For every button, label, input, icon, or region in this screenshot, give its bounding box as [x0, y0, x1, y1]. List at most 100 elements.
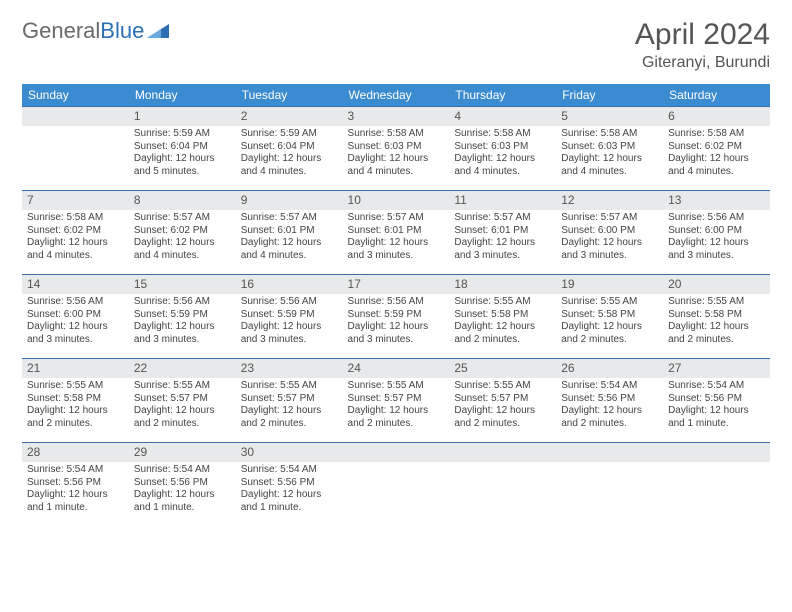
- day-number: 2: [236, 106, 343, 126]
- day-line: Sunset: 6:00 PM: [668, 225, 765, 238]
- day-line: Sunrise: 5:57 AM: [348, 212, 445, 225]
- day-line: Sunset: 5:58 PM: [668, 309, 765, 322]
- calendar-cell: 10Sunrise: 5:57 AMSunset: 6:01 PMDayligh…: [343, 190, 450, 274]
- calendar-cell: 8Sunrise: 5:57 AMSunset: 6:02 PMDaylight…: [129, 190, 236, 274]
- day-header: Tuesday: [236, 84, 343, 106]
- day-line: Sunrise: 5:57 AM: [134, 212, 231, 225]
- calendar-cell: 22Sunrise: 5:55 AMSunset: 5:57 PMDayligh…: [129, 358, 236, 442]
- day-line: Daylight: 12 hours and 5 minutes.: [134, 153, 231, 178]
- logo: GeneralBlue: [22, 18, 169, 44]
- day-body: Sunrise: 5:54 AMSunset: 5:56 PMDaylight:…: [663, 378, 770, 434]
- day-line: Sunrise: 5:56 AM: [27, 296, 124, 309]
- day-number: 18: [449, 274, 556, 294]
- calendar-cell: 3Sunrise: 5:58 AMSunset: 6:03 PMDaylight…: [343, 106, 450, 190]
- day-header-row: Sunday Monday Tuesday Wednesday Thursday…: [22, 84, 770, 106]
- day-body: Sunrise: 5:55 AMSunset: 5:57 PMDaylight:…: [236, 378, 343, 434]
- day-body: Sunrise: 5:54 AMSunset: 5:56 PMDaylight:…: [129, 462, 236, 518]
- day-body: Sunrise: 5:55 AMSunset: 5:57 PMDaylight:…: [129, 378, 236, 434]
- logo-icon: [147, 18, 169, 44]
- day-line: Sunset: 5:56 PM: [561, 393, 658, 406]
- day-line: Sunset: 5:57 PM: [454, 393, 551, 406]
- day-number: 19: [556, 274, 663, 294]
- day-line: Daylight: 12 hours and 2 minutes.: [454, 405, 551, 430]
- day-line: Sunset: 6:03 PM: [454, 141, 551, 154]
- day-number: 24: [343, 358, 450, 378]
- calendar-cell: 30Sunrise: 5:54 AMSunset: 5:56 PMDayligh…: [236, 442, 343, 526]
- calendar-cell: 1Sunrise: 5:59 AMSunset: 6:04 PMDaylight…: [129, 106, 236, 190]
- calendar-cell: 23Sunrise: 5:55 AMSunset: 5:57 PMDayligh…: [236, 358, 343, 442]
- title-block: April 2024 Giteranyi, Burundi: [635, 18, 770, 72]
- calendar-cell: 19Sunrise: 5:55 AMSunset: 5:58 PMDayligh…: [556, 274, 663, 358]
- day-line: Daylight: 12 hours and 4 minutes.: [134, 237, 231, 262]
- day-line: Sunrise: 5:55 AM: [348, 380, 445, 393]
- day-line: Daylight: 12 hours and 2 minutes.: [454, 321, 551, 346]
- calendar-cell: [556, 442, 663, 526]
- day-line: Sunrise: 5:59 AM: [134, 128, 231, 141]
- calendar-week: 1Sunrise: 5:59 AMSunset: 6:04 PMDaylight…: [22, 106, 770, 190]
- day-line: Sunrise: 5:56 AM: [668, 212, 765, 225]
- day-number: 3: [343, 106, 450, 126]
- day-line: Sunset: 6:04 PM: [241, 141, 338, 154]
- day-line: Daylight: 12 hours and 2 minutes.: [561, 405, 658, 430]
- calendar-cell: 9Sunrise: 5:57 AMSunset: 6:01 PMDaylight…: [236, 190, 343, 274]
- day-line: Sunrise: 5:55 AM: [454, 296, 551, 309]
- calendar-cell: 2Sunrise: 5:59 AMSunset: 6:04 PMDaylight…: [236, 106, 343, 190]
- location: Giteranyi, Burundi: [635, 54, 770, 72]
- day-line: Sunset: 5:57 PM: [134, 393, 231, 406]
- calendar-week: 7Sunrise: 5:58 AMSunset: 6:02 PMDaylight…: [22, 190, 770, 274]
- day-line: Sunrise: 5:55 AM: [134, 380, 231, 393]
- day-body: Sunrise: 5:58 AMSunset: 6:03 PMDaylight:…: [449, 126, 556, 182]
- day-number: 25: [449, 358, 556, 378]
- header: GeneralBlue April 2024 Giteranyi, Burund…: [22, 18, 770, 72]
- calendar-cell: 12Sunrise: 5:57 AMSunset: 6:00 PMDayligh…: [556, 190, 663, 274]
- day-number: 12: [556, 190, 663, 210]
- day-number: 27: [663, 358, 770, 378]
- day-body: Sunrise: 5:54 AMSunset: 5:56 PMDaylight:…: [22, 462, 129, 518]
- day-number: 16: [236, 274, 343, 294]
- day-line: Sunset: 5:59 PM: [348, 309, 445, 322]
- day-number: 23: [236, 358, 343, 378]
- day-line: Sunset: 5:56 PM: [134, 477, 231, 490]
- day-number: 17: [343, 274, 450, 294]
- logo-word2: Blue: [100, 18, 144, 44]
- calendar-table: Sunday Monday Tuesday Wednesday Thursday…: [22, 84, 770, 526]
- day-line: Sunrise: 5:54 AM: [561, 380, 658, 393]
- day-line: Sunset: 5:57 PM: [348, 393, 445, 406]
- day-header: Friday: [556, 84, 663, 106]
- day-line: Sunrise: 5:55 AM: [241, 380, 338, 393]
- day-number: 15: [129, 274, 236, 294]
- day-line: Sunset: 6:00 PM: [561, 225, 658, 238]
- day-number: 8: [129, 190, 236, 210]
- day-line: Sunset: 6:04 PM: [134, 141, 231, 154]
- day-line: Daylight: 12 hours and 4 minutes.: [454, 153, 551, 178]
- day-number: 29: [129, 442, 236, 462]
- day-number: [449, 442, 556, 462]
- day-line: Daylight: 12 hours and 3 minutes.: [348, 237, 445, 262]
- day-number: [663, 442, 770, 462]
- day-line: Sunrise: 5:58 AM: [454, 128, 551, 141]
- day-number: 11: [449, 190, 556, 210]
- day-line: Sunset: 5:59 PM: [241, 309, 338, 322]
- day-line: Sunrise: 5:57 AM: [241, 212, 338, 225]
- day-line: Daylight: 12 hours and 1 minute.: [241, 489, 338, 514]
- calendar-cell: 4Sunrise: 5:58 AMSunset: 6:03 PMDaylight…: [449, 106, 556, 190]
- day-number: 5: [556, 106, 663, 126]
- day-line: Sunset: 5:57 PM: [241, 393, 338, 406]
- day-header: Sunday: [22, 84, 129, 106]
- day-body: Sunrise: 5:56 AMSunset: 5:59 PMDaylight:…: [129, 294, 236, 350]
- day-body: Sunrise: 5:56 AMSunset: 6:00 PMDaylight:…: [22, 294, 129, 350]
- calendar-cell: 27Sunrise: 5:54 AMSunset: 5:56 PMDayligh…: [663, 358, 770, 442]
- calendar-cell: [663, 442, 770, 526]
- calendar-cell: 20Sunrise: 5:55 AMSunset: 5:58 PMDayligh…: [663, 274, 770, 358]
- calendar-cell: 13Sunrise: 5:56 AMSunset: 6:00 PMDayligh…: [663, 190, 770, 274]
- calendar-cell: 17Sunrise: 5:56 AMSunset: 5:59 PMDayligh…: [343, 274, 450, 358]
- day-line: Daylight: 12 hours and 3 minutes.: [561, 237, 658, 262]
- day-line: Sunrise: 5:55 AM: [27, 380, 124, 393]
- day-line: Sunset: 6:03 PM: [348, 141, 445, 154]
- day-header: Wednesday: [343, 84, 450, 106]
- day-line: Sunrise: 5:56 AM: [241, 296, 338, 309]
- day-line: Daylight: 12 hours and 2 minutes.: [241, 405, 338, 430]
- calendar-cell: 29Sunrise: 5:54 AMSunset: 5:56 PMDayligh…: [129, 442, 236, 526]
- day-body: Sunrise: 5:56 AMSunset: 5:59 PMDaylight:…: [236, 294, 343, 350]
- day-line: Daylight: 12 hours and 3 minutes.: [454, 237, 551, 262]
